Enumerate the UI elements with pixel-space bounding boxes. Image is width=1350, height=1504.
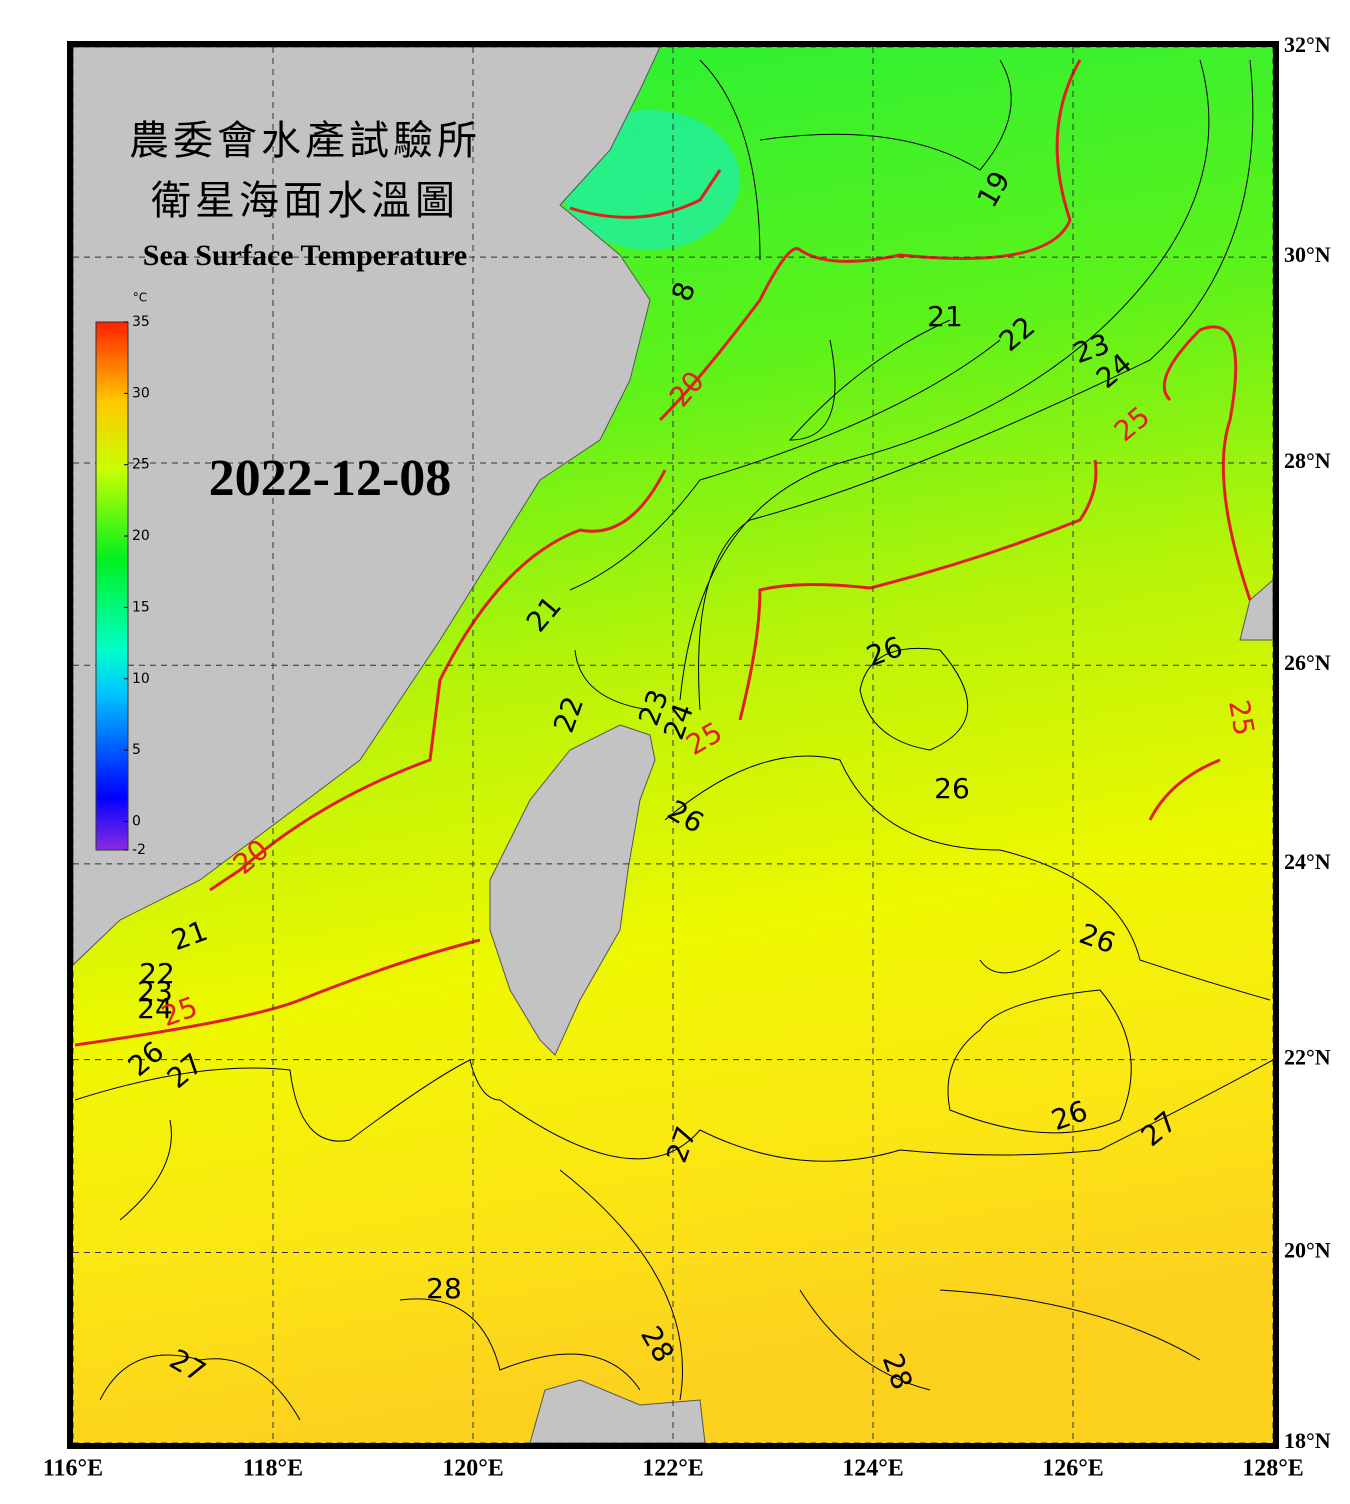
contour-label: 23: [137, 975, 173, 1008]
colorbar-tick-label: 0: [132, 813, 141, 829]
lon-label: 120°E: [442, 1456, 504, 1482]
colorbar-tick-label: 30: [132, 385, 150, 401]
isotherm-black: [74, 59, 1273, 1421]
lon-label: 126°E: [1042, 1456, 1104, 1482]
date: 2022-12-08: [209, 450, 452, 507]
lat-label: 32°N: [1284, 32, 1331, 57]
luzon: [529, 1379, 706, 1443]
colorbar-tick-label: 20: [132, 528, 150, 544]
colorbar-unit: °C: [133, 291, 147, 305]
contour-label: 24: [137, 992, 173, 1025]
lat-label: 22°N: [1284, 1045, 1331, 1070]
colorbar-tick-label: 15: [132, 599, 150, 615]
lon-label: 122°E: [642, 1456, 704, 1482]
contour-label: 25: [1222, 697, 1261, 738]
contour-label: 22: [139, 957, 175, 990]
title-en: Sea Surface Temperature: [143, 239, 467, 272]
contour-label: 21: [927, 300, 963, 333]
lon-label: 128°E: [1242, 1456, 1304, 1482]
taiwan: [489, 724, 656, 1056]
isotherm-red: [74, 59, 1252, 1047]
title-zh-1: 農委會水產試驗所: [129, 118, 481, 163]
contour-label: 28: [426, 1272, 462, 1305]
frame: [67, 41, 1279, 1449]
colorbar-tick-label: 10: [132, 671, 150, 687]
contour-label: 26: [934, 772, 970, 805]
lat-label: 30°N: [1284, 242, 1331, 267]
lon-label: 116°E: [43, 1456, 103, 1482]
lat-label: 20°N: [1284, 1238, 1331, 1263]
colorbar-tick-label: 35: [132, 314, 150, 330]
ryukyu: [1239, 579, 1273, 641]
title-zh-2: 衛星海面水溫圖: [151, 178, 459, 223]
mainland: [73, 47, 661, 966]
colorbar-tick-label: 25: [132, 457, 150, 473]
colorbar-tick-label: -2: [132, 842, 146, 858]
colorbar: [95, 321, 129, 851]
lat-label: 28°N: [1284, 448, 1331, 473]
lon-label: 124°E: [842, 1456, 904, 1482]
lat-label: 26°N: [1284, 650, 1331, 675]
lat-label: 18°N: [1284, 1428, 1331, 1453]
colorbar-tick-label: 5: [132, 742, 141, 758]
lon-label: 118°E: [243, 1456, 303, 1482]
lat-label: 24°N: [1284, 849, 1331, 874]
